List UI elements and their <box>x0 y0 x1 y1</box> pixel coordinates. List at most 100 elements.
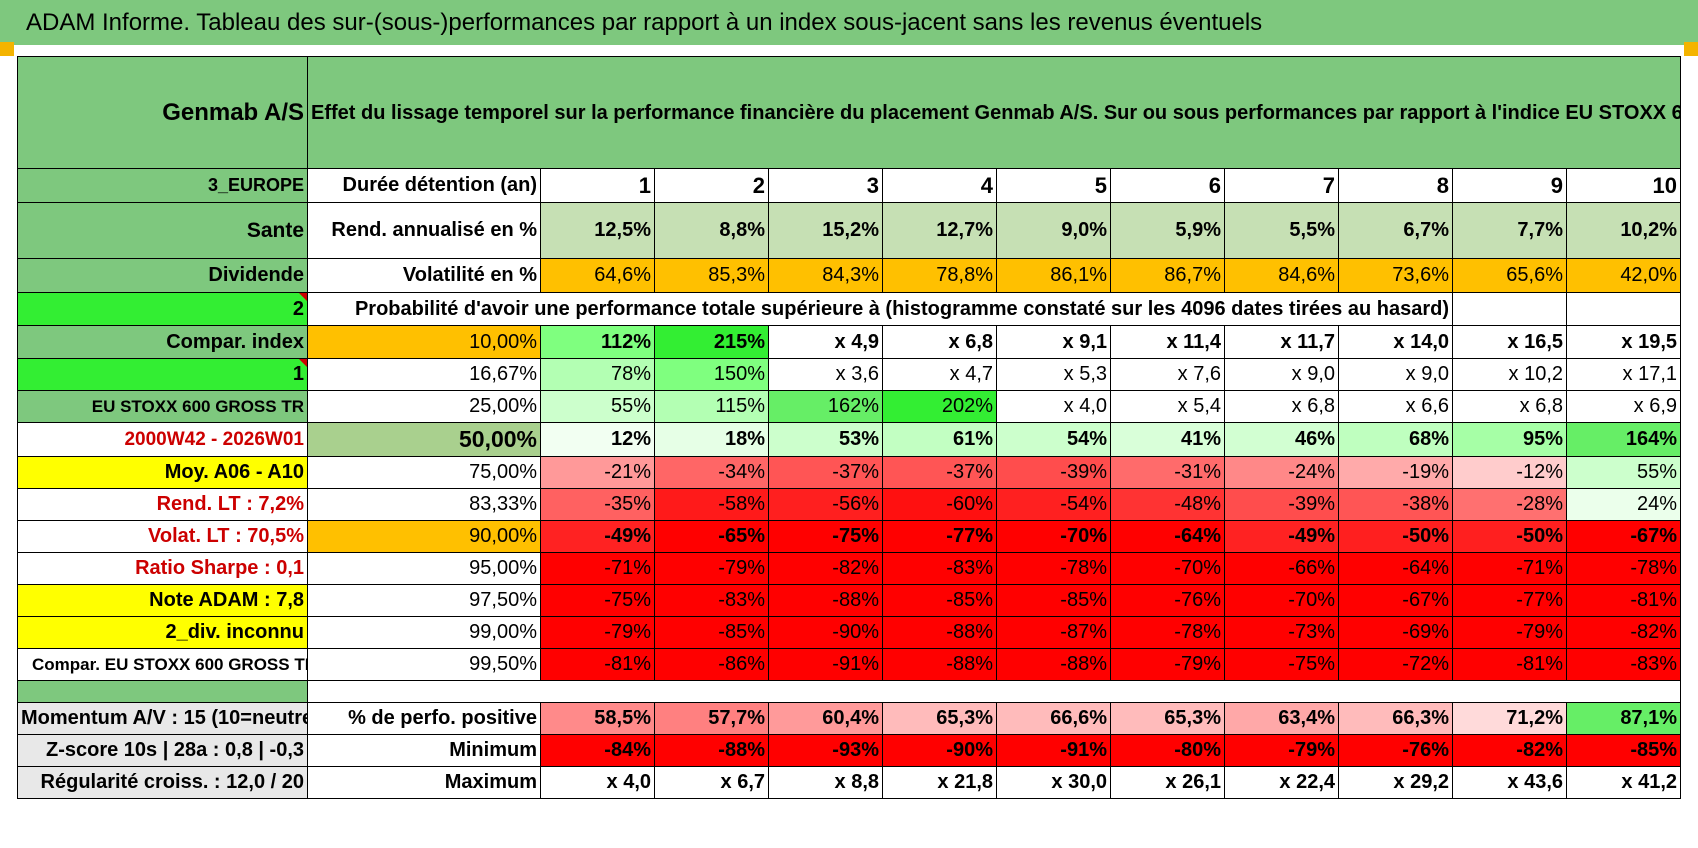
quantile-cell-5: -87% <box>996 616 1111 649</box>
quantile-cell-1: -35% <box>540 488 655 521</box>
year-header-1: 1 <box>540 168 655 203</box>
selector-a[interactable]: 2 <box>17 292 308 326</box>
quantile-cell-8: x 14,0 <box>1338 325 1453 359</box>
moy-label: Moy. A06 - A10 <box>17 456 308 489</box>
quantile-cell-3: -82% <box>768 552 883 585</box>
quantile-cell-7: -73% <box>1224 616 1339 649</box>
quantile-cell-4: -88% <box>882 648 997 681</box>
quantile-cell-2: 150% <box>654 358 769 391</box>
quantile-label: 10,00% <box>307 325 541 359</box>
quantile-cell-4: x 4,7 <box>882 358 997 391</box>
pos-cell-9: 71,2% <box>1452 702 1567 735</box>
quantile-cell-1: 78% <box>540 358 655 391</box>
quantile-cell-5: -70% <box>996 520 1111 553</box>
quantile-cell-5: -85% <box>996 584 1111 617</box>
vol-cell-3: 84,3% <box>768 258 883 293</box>
quantile-cell-9: -50% <box>1452 520 1567 553</box>
min-cell-10: -85% <box>1565 734 1682 767</box>
vol-cell-8: 73,6% <box>1338 258 1453 293</box>
quantile-cell-3: -75% <box>768 520 883 553</box>
region-label: 3_EUROPE <box>17 168 308 203</box>
pos-header: % de perfo. positive <box>307 702 541 735</box>
sector-label: Sante <box>17 202 308 259</box>
quantile-cell-6: -78% <box>1110 616 1225 649</box>
volat-lt-label: Volat. LT : 70,5% <box>17 520 308 553</box>
quantile-cell-6: -48% <box>1110 488 1225 521</box>
rend-cell-9: 7,7% <box>1452 202 1567 259</box>
sharpe-label: Ratio Sharpe : 0,1 <box>17 552 308 585</box>
quantile-cell-9: x 16,5 <box>1452 325 1567 359</box>
quantile-cell-7: x 9,0 <box>1224 358 1339 391</box>
quantile-label: 99,50% <box>307 648 541 681</box>
quantile-cell-1: -49% <box>540 520 655 553</box>
max-cell-6: x 26,1 <box>1110 766 1225 799</box>
quantile-cell-3: 162% <box>768 390 883 423</box>
quantile-cell-10: 164% <box>1565 422 1682 457</box>
quantile-cell-7: -24% <box>1224 456 1339 489</box>
quantile-cell-10: -78% <box>1565 552 1682 585</box>
quantile-label: 97,50% <box>307 584 541 617</box>
selector-b-value: 1 <box>292 363 304 385</box>
quantile-cell-3: 53% <box>768 422 883 457</box>
selector-b[interactable]: 1 <box>17 358 308 391</box>
description-text: Effet du lissage temporel sur la perform… <box>306 56 1682 169</box>
quantile-cell-6: 41% <box>1110 422 1225 457</box>
pos-cell-5: 66,6% <box>996 702 1111 735</box>
year-header-9: 9 <box>1452 168 1567 203</box>
quantile-cell-4: -83% <box>882 552 997 585</box>
quantile-cell-1: 55% <box>540 390 655 423</box>
quantile-cell-7: -75% <box>1224 648 1339 681</box>
quantile-label: 90,00% <box>307 520 541 553</box>
quantile-cell-6: -79% <box>1110 648 1225 681</box>
quantile-cell-4: -60% <box>882 488 997 521</box>
quantile-cell-7: -39% <box>1224 488 1339 521</box>
quantile-cell-2: -85% <box>654 616 769 649</box>
quantile-cell-6: -31% <box>1110 456 1225 489</box>
quantile-cell-8: x 6,6 <box>1338 390 1453 423</box>
vol-header: Volatilité en % <box>307 258 541 293</box>
rend-cell-8: 6,7% <box>1338 202 1453 259</box>
quantile-cell-3: -90% <box>768 616 883 649</box>
min-cell-4: -90% <box>882 734 997 767</box>
min-header: Minimum <box>307 734 541 767</box>
quantile-cell-10: -82% <box>1565 616 1682 649</box>
empty-cell <box>1565 292 1682 326</box>
pos-cell-3: 60,4% <box>768 702 883 735</box>
compar-index-label: Compar. index <box>17 325 308 359</box>
quantile-cell-3: -56% <box>768 488 883 521</box>
min-cell-1: -84% <box>540 734 655 767</box>
rend-cell-10: 10,2% <box>1565 202 1682 259</box>
duration-header: Durée détention (an) <box>307 168 541 203</box>
stock-name: Genmab A/S <box>17 56 308 169</box>
quantile-label: 16,67% <box>307 358 541 391</box>
quantile-cell-5: x 5,3 <box>996 358 1111 391</box>
quantile-cell-7: x 6,8 <box>1224 390 1339 423</box>
note-label: Note ADAM : 7,8 <box>17 584 308 617</box>
quantile-cell-8: 68% <box>1338 422 1453 457</box>
quantile-cell-1: -71% <box>540 552 655 585</box>
quantile-cell-6: x 7,6 <box>1110 358 1225 391</box>
rend-header: Rend. annualisé en % <box>307 202 541 259</box>
quantile-cell-3: x 3,6 <box>768 358 883 391</box>
quantile-cell-5: -88% <box>996 648 1111 681</box>
max-cell-10: x 41,2 <box>1565 766 1682 799</box>
quantile-cell-9: 95% <box>1452 422 1567 457</box>
quantile-cell-4: -85% <box>882 584 997 617</box>
quantile-cell-2: -86% <box>654 648 769 681</box>
max-cell-4: x 21,8 <box>882 766 997 799</box>
quantile-cell-6: -64% <box>1110 520 1225 553</box>
quantile-cell-2: 215% <box>654 325 769 359</box>
rend-cell-1: 12,5% <box>540 202 655 259</box>
quantile-cell-10: x 19,5 <box>1565 325 1682 359</box>
max-cell-8: x 29,2 <box>1338 766 1453 799</box>
period-label: 2000W42 - 2026W01 <box>17 422 308 457</box>
quantile-cell-4: 202% <box>882 390 997 423</box>
year-header-2: 2 <box>654 168 769 203</box>
max-cell-1: x 4,0 <box>540 766 655 799</box>
quantile-cell-9: -71% <box>1452 552 1567 585</box>
regularite-label: Régularité croiss. : 12,0 / 20 <box>17 766 308 799</box>
max-cell-3: x 8,8 <box>768 766 883 799</box>
quantile-cell-9: x 10,2 <box>1452 358 1567 391</box>
quantile-cell-8: -67% <box>1338 584 1453 617</box>
probability-header: Probabilité d'avoir une performance tota… <box>307 292 1453 326</box>
